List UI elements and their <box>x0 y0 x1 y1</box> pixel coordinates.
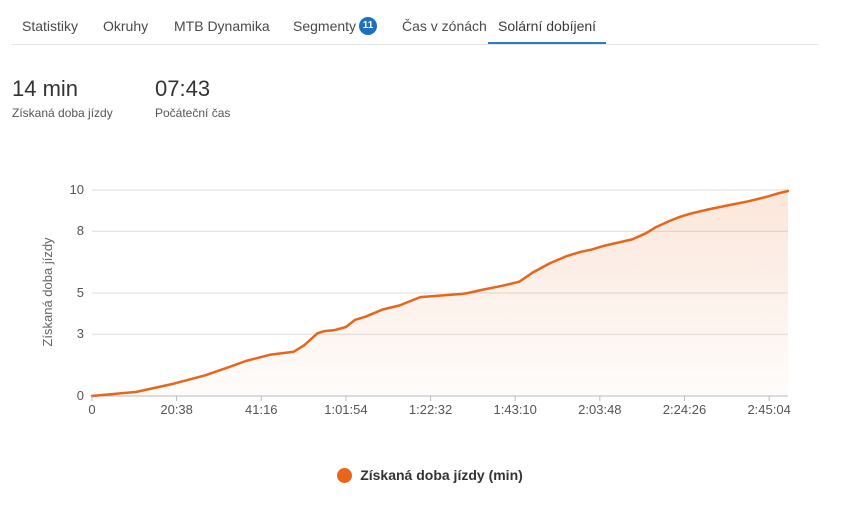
y-tick-label: 5 <box>77 285 84 300</box>
tab-segmenty[interactable]: Segmenty 11 <box>293 0 378 44</box>
y-tick-label: 8 <box>77 223 84 238</box>
stat-gained-value: 14 min <box>12 76 79 101</box>
legend-color-dot <box>337 467 353 483</box>
y-axis-label: Získaná doba jízdy <box>40 237 55 347</box>
x-tick-label: 2:24:26 <box>663 402 706 417</box>
y-tick-label: 10 <box>70 182 84 197</box>
stat-gained-time: 14 min Získaná doba jízdy <box>12 76 113 120</box>
x-tick-label: 1:43:10 <box>494 402 537 417</box>
tab-label: Segmenty <box>293 18 357 34</box>
x-tick-label: 41:16 <box>245 402 278 417</box>
tab-label: MTB Dynamika <box>174 18 270 34</box>
tab-label: Statistiky <box>22 18 79 34</box>
tab-label: Čas v zónách <box>402 18 487 34</box>
tab-solarni-dobijeni[interactable]: Solární dobíjení <box>488 0 607 44</box>
tab-statistiky[interactable]: Statistiky <box>22 0 78 44</box>
stat-gained-label: Získaná doba jízdy <box>12 106 113 120</box>
x-tick-label: 1:22:32 <box>409 402 452 417</box>
x-tick-label: 0 <box>88 402 95 417</box>
segment-count-badge: 11 <box>359 17 378 36</box>
stat-start-label: Počáteční čas <box>155 106 231 120</box>
x-tick-label: 2:45:04 <box>747 402 790 417</box>
tab-label: Okruhy <box>103 18 149 34</box>
stat-start-time: 07:43 Počáteční čas <box>155 76 230 120</box>
tab-bar: Statistiky Okruhy MTB Dynamika Segmenty 1… <box>12 0 818 45</box>
x-tick-label: 1:01:54 <box>324 402 367 417</box>
x-tick-label: 2:03:48 <box>578 402 621 417</box>
legend-label: Získaná doba jízdy (min) <box>360 467 523 483</box>
chart-legend[interactable]: Získaná doba jízdy (min) <box>0 467 860 484</box>
tab-cas-v-zonach[interactable]: Čas v zónách <box>402 0 487 44</box>
tab-label: Solární dobíjení <box>498 18 597 34</box>
stat-start-value: 07:43 <box>155 76 211 101</box>
tab-okruhy[interactable]: Okruhy <box>103 0 148 44</box>
y-tick-label: 3 <box>77 326 84 341</box>
tab-mtb-dynamika[interactable]: MTB Dynamika <box>174 0 270 44</box>
y-tick-label: 0 <box>77 388 84 403</box>
x-tick-label: 20:38 <box>160 402 193 417</box>
series-line <box>90 189 790 398</box>
series-area <box>92 191 788 396</box>
